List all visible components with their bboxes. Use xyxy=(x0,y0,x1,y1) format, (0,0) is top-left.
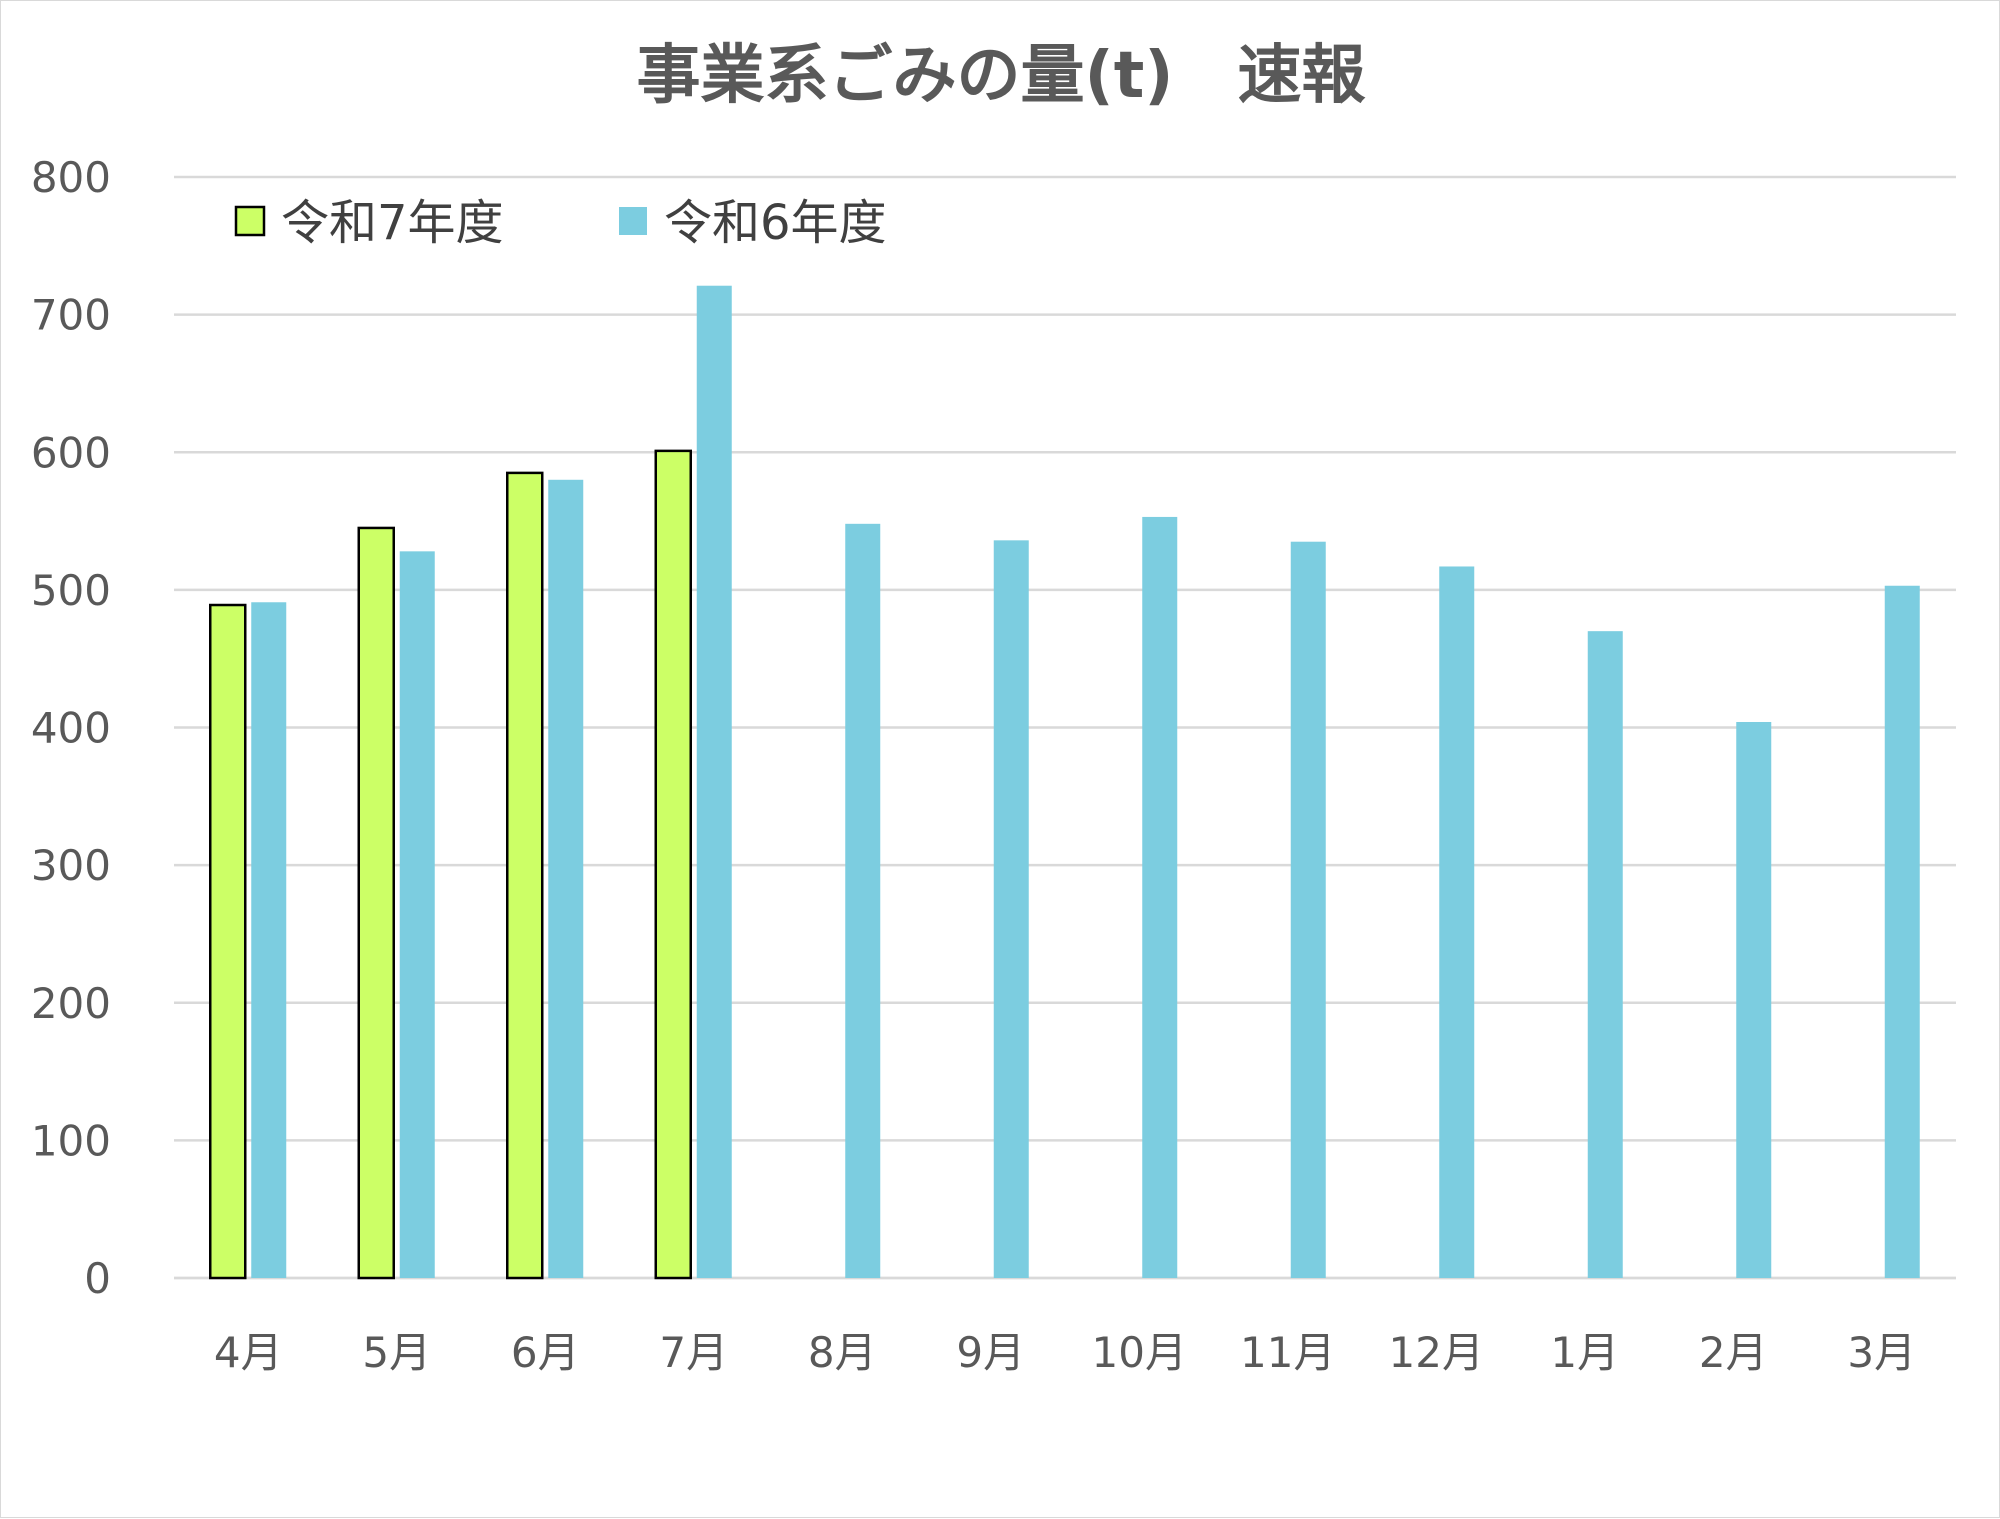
legend: 令和7年度 令和6年度 xyxy=(234,195,887,251)
x-tick-label: 9月 xyxy=(956,1328,1025,1377)
bar-series-2 xyxy=(696,285,732,1278)
bar-series-2 xyxy=(1142,516,1178,1278)
y-tick-label: 600 xyxy=(31,428,111,477)
bar-series-2 xyxy=(1736,721,1772,1278)
y-tick-label: 200 xyxy=(31,979,111,1028)
x-tick-label: 3月 xyxy=(1847,1328,1916,1377)
y-tick-label: 500 xyxy=(31,566,111,615)
legend-label: 令和7年度 xyxy=(281,195,504,251)
bar-series-2 xyxy=(251,602,287,1278)
x-tick-label: 10月 xyxy=(1092,1328,1187,1377)
legend-swatch xyxy=(234,205,266,237)
legend-label: 令和6年度 xyxy=(664,195,887,251)
bar-series-2 xyxy=(993,540,1029,1278)
x-tick-label: 12月 xyxy=(1389,1328,1484,1377)
bar-series-2 xyxy=(1884,585,1920,1278)
bars xyxy=(209,285,1920,1280)
bar-series-1 xyxy=(209,603,247,1280)
y-tick-label: 400 xyxy=(31,704,111,753)
chart-title: 事業系ごみの量(t) 速報 xyxy=(636,39,1365,113)
y-tick-label: 100 xyxy=(31,1116,111,1165)
x-tick-label: 1月 xyxy=(1550,1328,1619,1377)
y-tick-label: 800 xyxy=(31,153,111,202)
x-tick-label: 11月 xyxy=(1240,1328,1335,1377)
bar-series-2 xyxy=(1290,541,1326,1278)
x-tick-label: 2月 xyxy=(1699,1328,1768,1377)
bar-series-1 xyxy=(506,471,544,1280)
x-axis-ticks: 4月 5月 6月 7月 8月 9月 10月 11月 12月 1月 2月 3月 xyxy=(214,1328,1916,1377)
y-axis-ticks: 0 100 200 300 400 500 600 700 800 xyxy=(31,153,111,1303)
x-tick-label: 7月 xyxy=(659,1328,728,1377)
bar-series-2 xyxy=(548,479,584,1278)
gridlines xyxy=(174,175,1956,1280)
x-tick-label: 6月 xyxy=(511,1328,580,1377)
y-tick-label: 700 xyxy=(31,291,111,340)
bar-series-2 xyxy=(845,523,881,1278)
bar-series-2 xyxy=(1587,631,1623,1278)
bar-series-1 xyxy=(654,449,692,1280)
bar-series-1 xyxy=(357,526,395,1280)
x-tick-label: 8月 xyxy=(808,1328,877,1377)
bar-series-2 xyxy=(1439,566,1475,1278)
x-tick-label: 5月 xyxy=(362,1328,431,1377)
legend-swatch xyxy=(619,207,647,235)
y-tick-label: 0 xyxy=(84,1254,111,1303)
x-tick-label: 4月 xyxy=(214,1328,283,1377)
y-tick-label: 300 xyxy=(31,841,111,890)
bar-series-2 xyxy=(399,551,435,1278)
